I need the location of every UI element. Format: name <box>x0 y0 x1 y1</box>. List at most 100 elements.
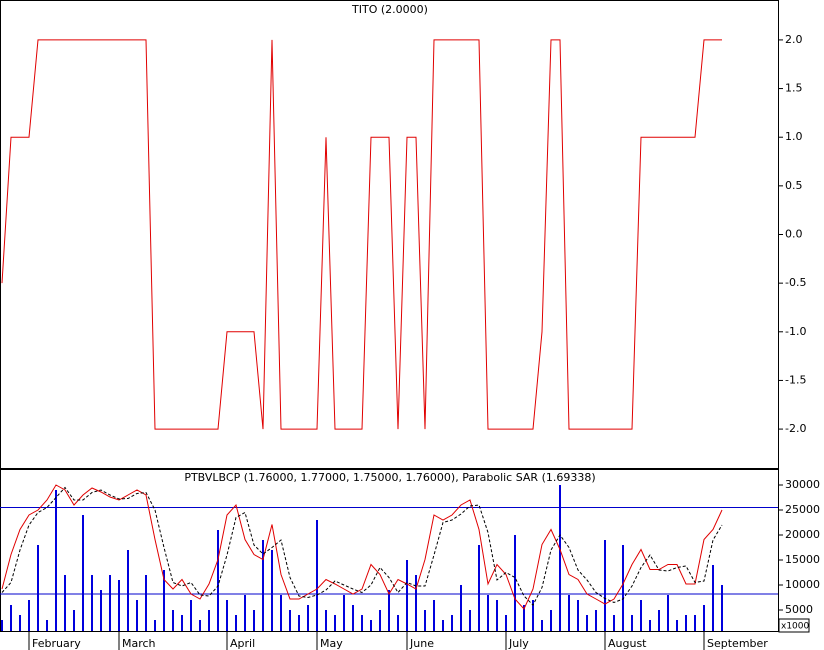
y-tick-label: -1.5 <box>785 373 806 386</box>
x-tick-label: August <box>608 637 647 650</box>
volume-bar <box>208 610 210 631</box>
volume-bar <box>649 620 651 631</box>
volume-bar <box>298 615 300 631</box>
volume-bar <box>640 600 642 631</box>
volume-bar <box>631 615 633 631</box>
volume-bar <box>181 615 183 631</box>
volume-bar <box>388 590 390 631</box>
volume-bar <box>550 610 552 631</box>
y-tick-label: -0.5 <box>785 276 806 289</box>
volume-bar <box>478 545 480 631</box>
line-series <box>1 486 723 606</box>
volume-bar <box>118 580 120 631</box>
line-series <box>1 39 722 430</box>
volume-bar <box>361 615 363 631</box>
volume-bar <box>505 615 507 631</box>
x-tick-label: May <box>320 637 343 650</box>
y-tick-label: 15000 <box>785 553 820 566</box>
x-tick-label: April <box>230 637 255 650</box>
volume-bar <box>712 565 714 631</box>
volume-bar <box>64 575 66 631</box>
volume-bar <box>100 590 102 631</box>
volume-bar <box>307 605 309 631</box>
volume-bar <box>271 550 273 631</box>
axis-note: x1000 <box>781 622 810 632</box>
volume-bar <box>145 575 147 631</box>
volume-bar <box>586 615 588 631</box>
line-series <box>1 484 723 610</box>
y-tick-label: 25000 <box>785 503 820 516</box>
y-tick-label: -2.0 <box>785 422 806 435</box>
volume-bar <box>541 620 543 631</box>
y-tick-label: 0.5 <box>785 179 803 192</box>
y-tick-label: 30000 <box>785 478 820 491</box>
volume-bar <box>514 535 516 631</box>
volume-bar <box>424 610 426 631</box>
volume-bar <box>442 620 444 631</box>
y-tick-label: 20000 <box>785 528 820 541</box>
y-tick-label: 10000 <box>785 578 820 591</box>
volume-bar <box>685 615 687 631</box>
volume-bar <box>613 615 615 631</box>
volume-bar <box>370 620 372 631</box>
volume-bar <box>235 615 237 631</box>
volume-bar <box>559 485 561 631</box>
volume-bar <box>469 610 471 631</box>
volume-bar <box>352 605 354 631</box>
volume-bar <box>226 600 228 631</box>
volume-bar <box>406 560 408 631</box>
volume-bar <box>604 540 606 631</box>
volume-bar <box>280 595 282 631</box>
volume-bar <box>253 610 255 631</box>
volume-bar <box>163 570 165 631</box>
volume-bar <box>595 610 597 631</box>
volume-bar <box>577 600 579 631</box>
volume-bar <box>262 540 264 631</box>
volume-bar <box>667 595 669 631</box>
volume-bar <box>1 620 3 631</box>
x-tick-label: June <box>409 637 434 650</box>
volume-bar <box>37 545 39 631</box>
chart-title: PTBVLBCP (1.76000, 1.77000, 1.75000, 1.7… <box>184 471 595 484</box>
volume-bar <box>496 600 498 631</box>
volume-bar <box>568 595 570 631</box>
y-tick-label: 5000 <box>785 603 813 616</box>
volume-bar <box>136 600 138 631</box>
volume-bar <box>703 605 705 631</box>
volume-bar <box>622 545 624 631</box>
volume-bar <box>694 615 696 631</box>
volume-bar <box>676 620 678 631</box>
volume-bar <box>334 615 336 631</box>
volume-bar <box>109 575 111 631</box>
chart-title: TITO (2.0000) <box>351 3 428 16</box>
volume-bar <box>487 595 489 631</box>
volume-bar <box>289 610 291 631</box>
volume-bar <box>19 615 21 631</box>
volume-bar <box>325 610 327 631</box>
volume-bar <box>451 615 453 631</box>
y-tick-label: 1.0 <box>785 130 803 143</box>
volume-bar <box>127 550 129 631</box>
y-tick-label: 0.0 <box>785 228 803 241</box>
volume-bar <box>658 610 660 631</box>
volume-bar <box>172 610 174 631</box>
volume-bar <box>415 575 417 631</box>
volume-bar <box>460 585 462 631</box>
bottom-panel-frame <box>0 469 779 632</box>
volume-bar <box>343 595 345 631</box>
volume-bar <box>721 585 723 631</box>
volume-bar <box>199 620 201 631</box>
volume-bar <box>523 605 525 631</box>
y-tick-label: 1.5 <box>785 82 803 95</box>
volume-bar <box>217 530 219 631</box>
volume-bar <box>532 600 534 631</box>
axis-note-box <box>778 618 810 633</box>
y-tick-label: 2.0 <box>785 33 803 46</box>
x-tick-label: September <box>707 637 768 650</box>
volume-bar <box>190 600 192 631</box>
volume-bar <box>379 610 381 631</box>
y-tick-label: -1.0 <box>785 325 806 338</box>
volume-bar <box>91 575 93 631</box>
